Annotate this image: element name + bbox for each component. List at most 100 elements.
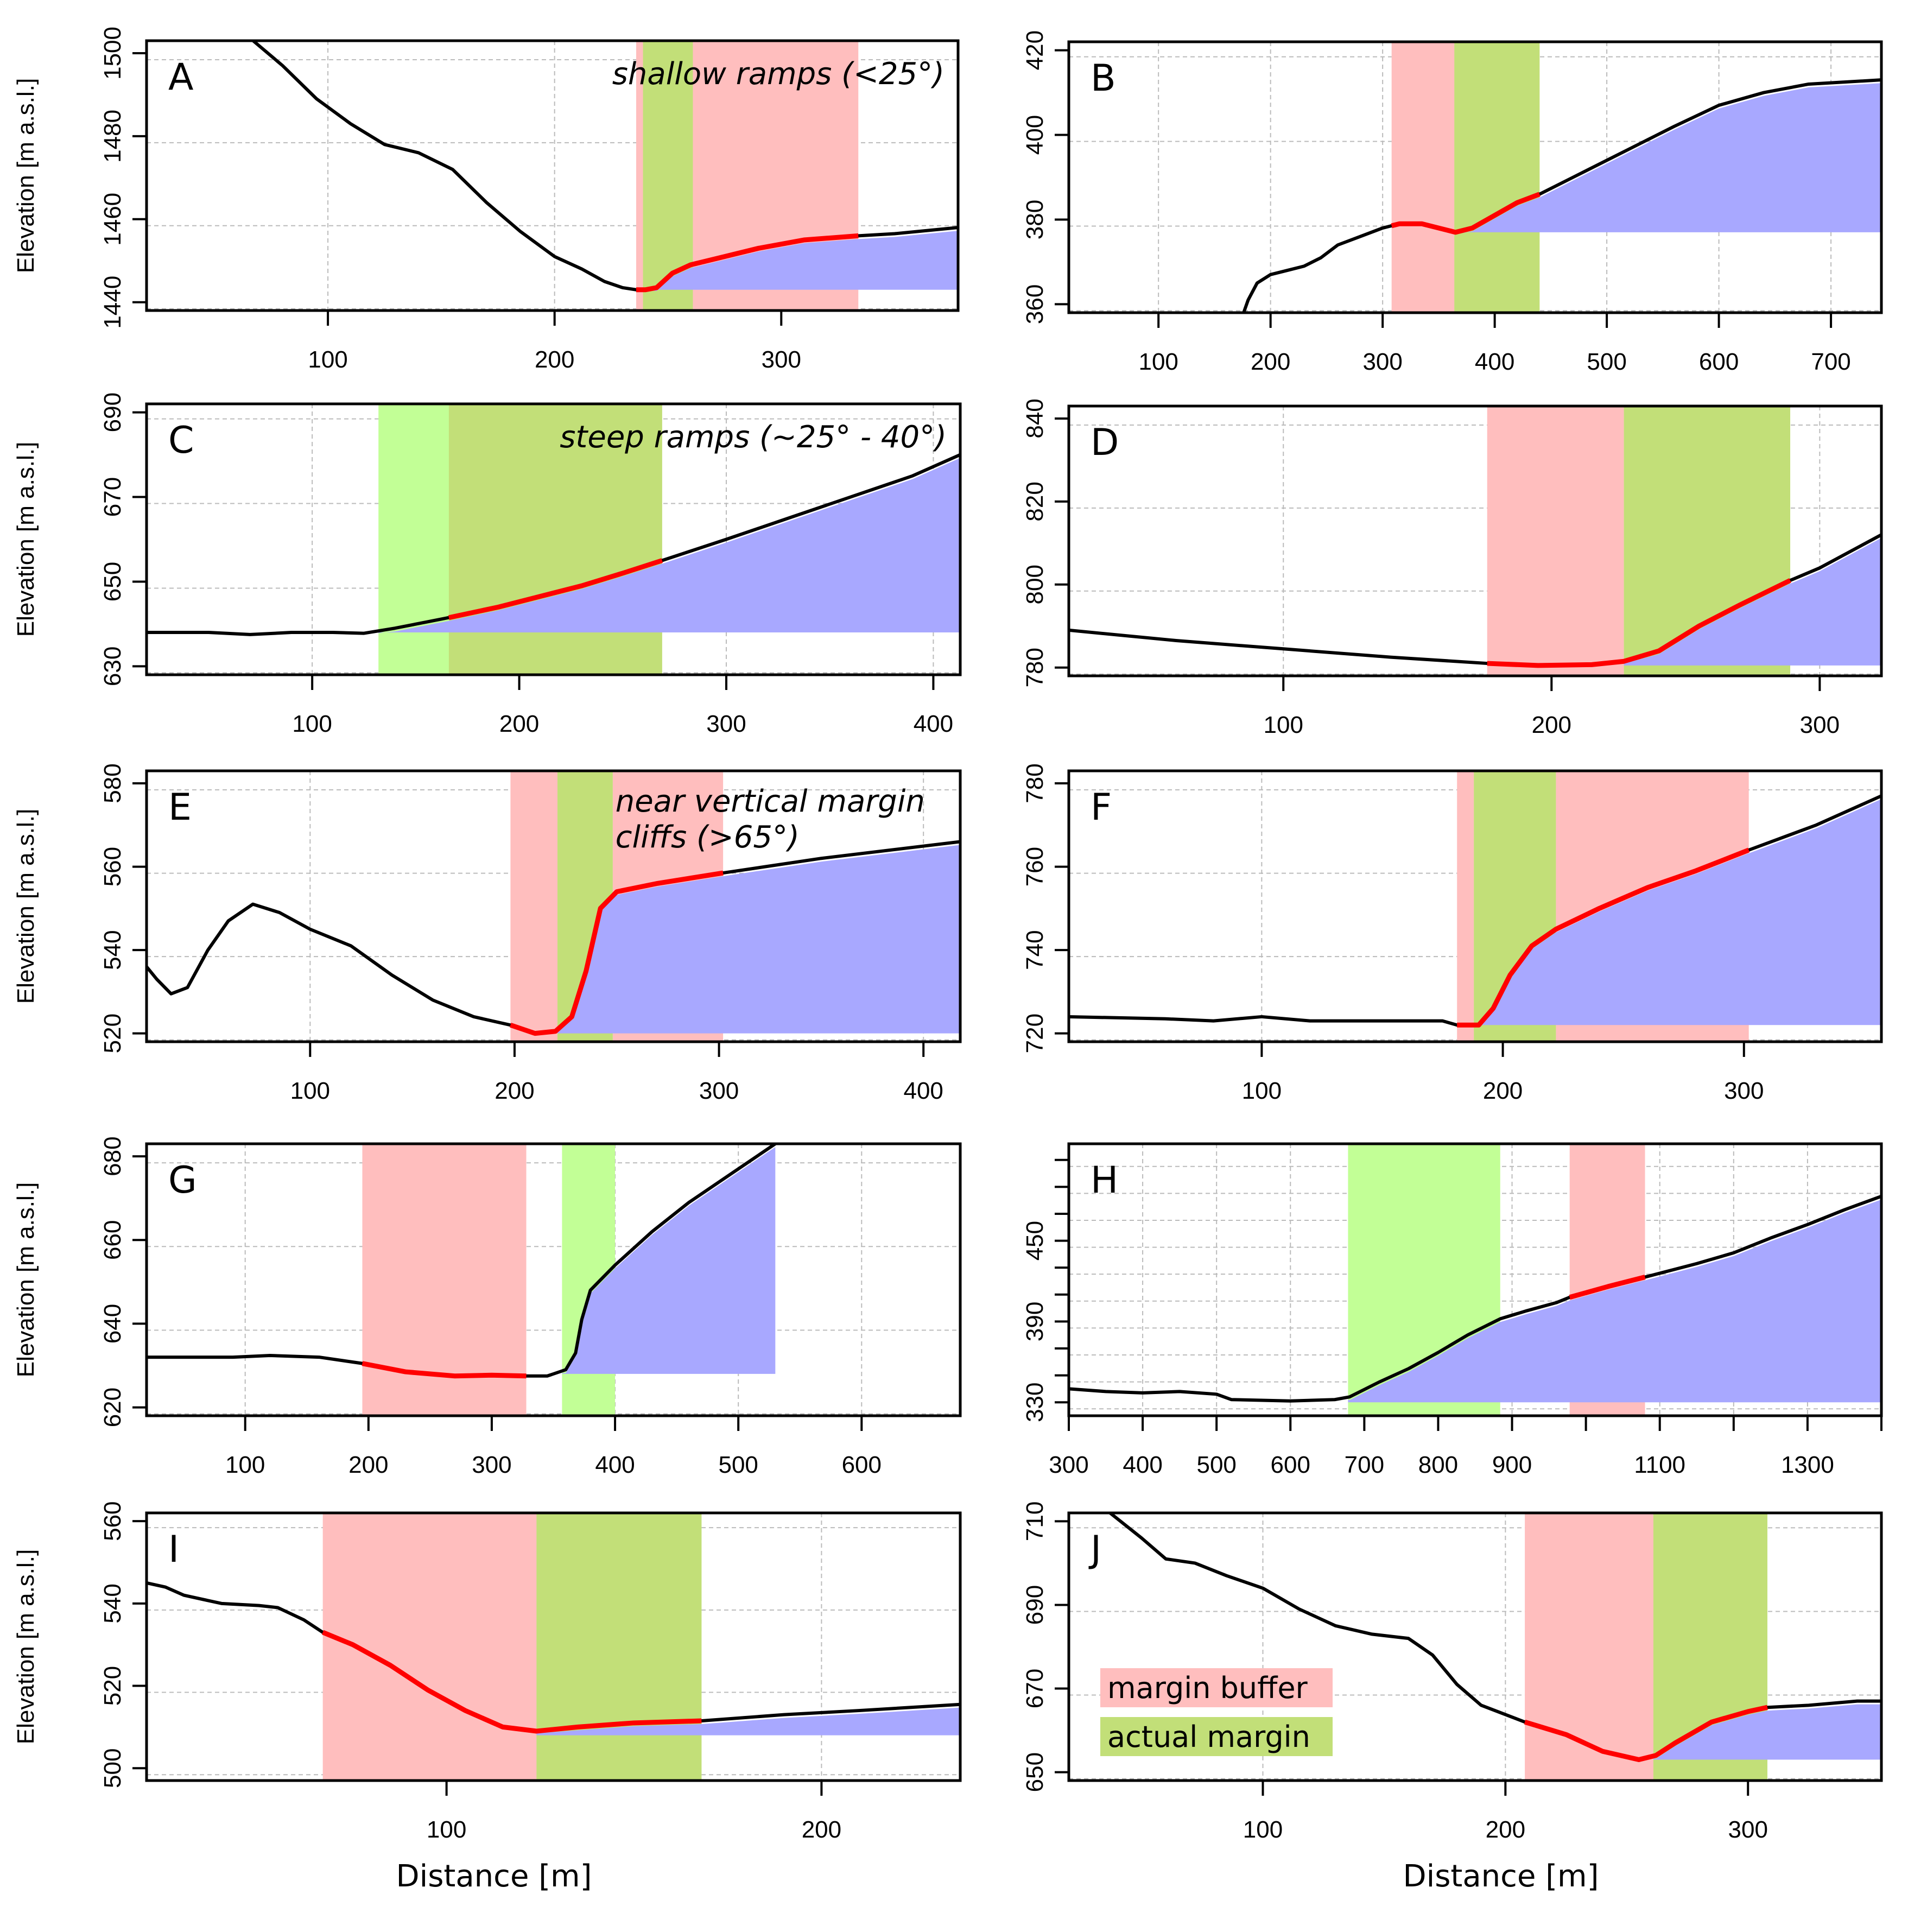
x-tick-label: 200	[495, 1078, 534, 1104]
ice-fill-area	[1348, 1199, 1881, 1403]
panel-letter: J	[1088, 1528, 1101, 1571]
y-tick-label: 450	[1022, 1221, 1048, 1260]
panel-b: 360 380 400 420 100 200 300 400 500 600 700 B	[1022, 30, 1883, 375]
ice-fill-area	[1624, 538, 1881, 666]
elevation-profile-line	[1069, 1194, 1881, 1403]
y-tick-label: 670	[1022, 1669, 1048, 1708]
x-tick-label: 300	[762, 346, 801, 373]
plot-frame	[1067, 1142, 1883, 1417]
y-tick-label: 840	[1022, 398, 1048, 438]
plot-frame	[145, 402, 962, 676]
elevation-profile-line	[147, 1144, 777, 1378]
x-tick-label: 1100	[1634, 1452, 1685, 1478]
x-tick-label: 100	[1138, 349, 1178, 375]
panel-c: 630 650 670 690 100 200 300 400 Elevation [m a.s…	[12, 392, 962, 737]
x-tick-label: 300	[1728, 1816, 1768, 1843]
panel-annotation: steep ramps (~25° - 40°)	[560, 420, 947, 455]
y-axis-title: Elevation [m a.s.l.]	[12, 78, 39, 273]
y-tick-label: 1500	[99, 27, 126, 80]
plot-area	[1069, 42, 1881, 313]
panel-letter: D	[1091, 421, 1119, 464]
panel-annotation: cliffs (>65°)	[616, 820, 800, 855]
panel-letter: B	[1091, 57, 1116, 100]
x-tick-label: 100	[1243, 1816, 1283, 1843]
plot-area	[147, 41, 958, 311]
y-tick-label: 720	[1022, 1013, 1048, 1053]
x-tick-label: 400	[1123, 1452, 1162, 1478]
x-tick-label: 200	[802, 1816, 841, 1843]
x-tick-label: 700	[1345, 1452, 1384, 1478]
x-tick-label: 100	[427, 1816, 466, 1843]
y-tick-label: 360	[1022, 284, 1048, 324]
panel-letter: F	[1091, 786, 1112, 829]
plot-area	[147, 1513, 960, 1781]
x-tick-label: 500	[1587, 349, 1626, 375]
y-tick-label: 520	[99, 1013, 126, 1053]
ice-fill-area	[557, 845, 960, 1034]
plot-area	[147, 1144, 960, 1416]
margin-profile-highlight	[1524, 1705, 1768, 1762]
x-tick-label: 100	[308, 346, 347, 373]
x-tick-label: 200	[1486, 1816, 1525, 1843]
y-tick-label: 780	[1022, 763, 1048, 803]
x-tick-label: 100	[290, 1078, 330, 1104]
x-tick-label: 300	[699, 1078, 739, 1104]
panel-annotation: shallow ramps (<25°)	[612, 56, 945, 92]
margin-profile-highlight	[321, 1630, 702, 1734]
plot-area	[1069, 1513, 1881, 1781]
y-tick-label: 620	[99, 1388, 126, 1427]
panel-a: 1440 1460 1480 1500 100 200 300 Elevation [m a.…	[12, 27, 960, 373]
x-tick-label: 600	[1271, 1452, 1310, 1478]
x-tick-label: 200	[1483, 1078, 1523, 1104]
y-tick-label: 1440	[99, 276, 126, 329]
y-tick-label: 380	[1022, 200, 1048, 239]
plot-frame	[1067, 404, 1883, 677]
y-axis-title: Elevation [m a.s.l.]	[12, 1182, 39, 1377]
ice-fill-area	[652, 231, 958, 291]
y-tick-label: 500	[99, 1749, 126, 1788]
x-tick-label: 300	[1362, 349, 1402, 375]
ice-fill-area	[1653, 1704, 1881, 1760]
margin-profile-highlight	[362, 1361, 527, 1379]
y-tick-label: 660	[99, 1220, 126, 1260]
plot-frame	[145, 769, 962, 1043]
x-tick-label: 100	[1242, 1078, 1282, 1104]
ice-fill-area	[1479, 799, 1881, 1028]
x-tick-label: 100	[292, 711, 332, 737]
margin-profile-highlight	[1487, 578, 1791, 668]
x-tick-label: 1300	[1781, 1452, 1834, 1478]
y-tick-label: 740	[1022, 930, 1048, 970]
x-tick-label: 300	[1049, 1452, 1088, 1478]
margin-profile-highlight	[636, 233, 859, 293]
legend-label: margin buffer	[1107, 1671, 1308, 1705]
panel-letter: H	[1091, 1159, 1118, 1202]
x-tick-label: 300	[472, 1452, 511, 1478]
margin-profile-highlight	[1569, 1275, 1646, 1300]
panel-h: 330 390 450 300 400 500 600 700 800 900 1100 1300 H	[1022, 1142, 1883, 1478]
panel-d: 780 800 820 840 100 200 300 D	[1022, 398, 1883, 738]
y-tick-label: 690	[99, 392, 126, 432]
y-tick-label: 630	[99, 647, 126, 686]
y-tick-label: 1460	[99, 193, 126, 246]
plot-frame	[1067, 1511, 1883, 1782]
margin-profile-highlight	[1391, 192, 1541, 235]
x-tick-label: 200	[499, 711, 539, 737]
plot-area	[1069, 771, 1881, 1042]
plot-frame	[1067, 769, 1883, 1043]
x-tick-label: 400	[914, 711, 953, 737]
x-tick-label: 400	[903, 1078, 943, 1104]
panel-i: 500 520 540 560 100 200 Elevation [m a.s.l.] I	[12, 1501, 962, 1843]
y-tick-label: 640	[99, 1304, 126, 1344]
y-tick-label: 760	[1022, 847, 1048, 886]
y-tick-label: 710	[1022, 1502, 1048, 1541]
panel-letter: A	[168, 56, 194, 99]
y-tick-label: 690	[1022, 1585, 1048, 1625]
y-tick-label: 1480	[99, 110, 126, 163]
plot-frame	[145, 39, 960, 312]
y-tick-label: 650	[99, 562, 126, 601]
y-tick-label: 560	[99, 847, 126, 886]
plot-area	[147, 404, 960, 675]
overlap-band	[536, 1513, 702, 1781]
y-tick-label: 560	[99, 1501, 126, 1541]
